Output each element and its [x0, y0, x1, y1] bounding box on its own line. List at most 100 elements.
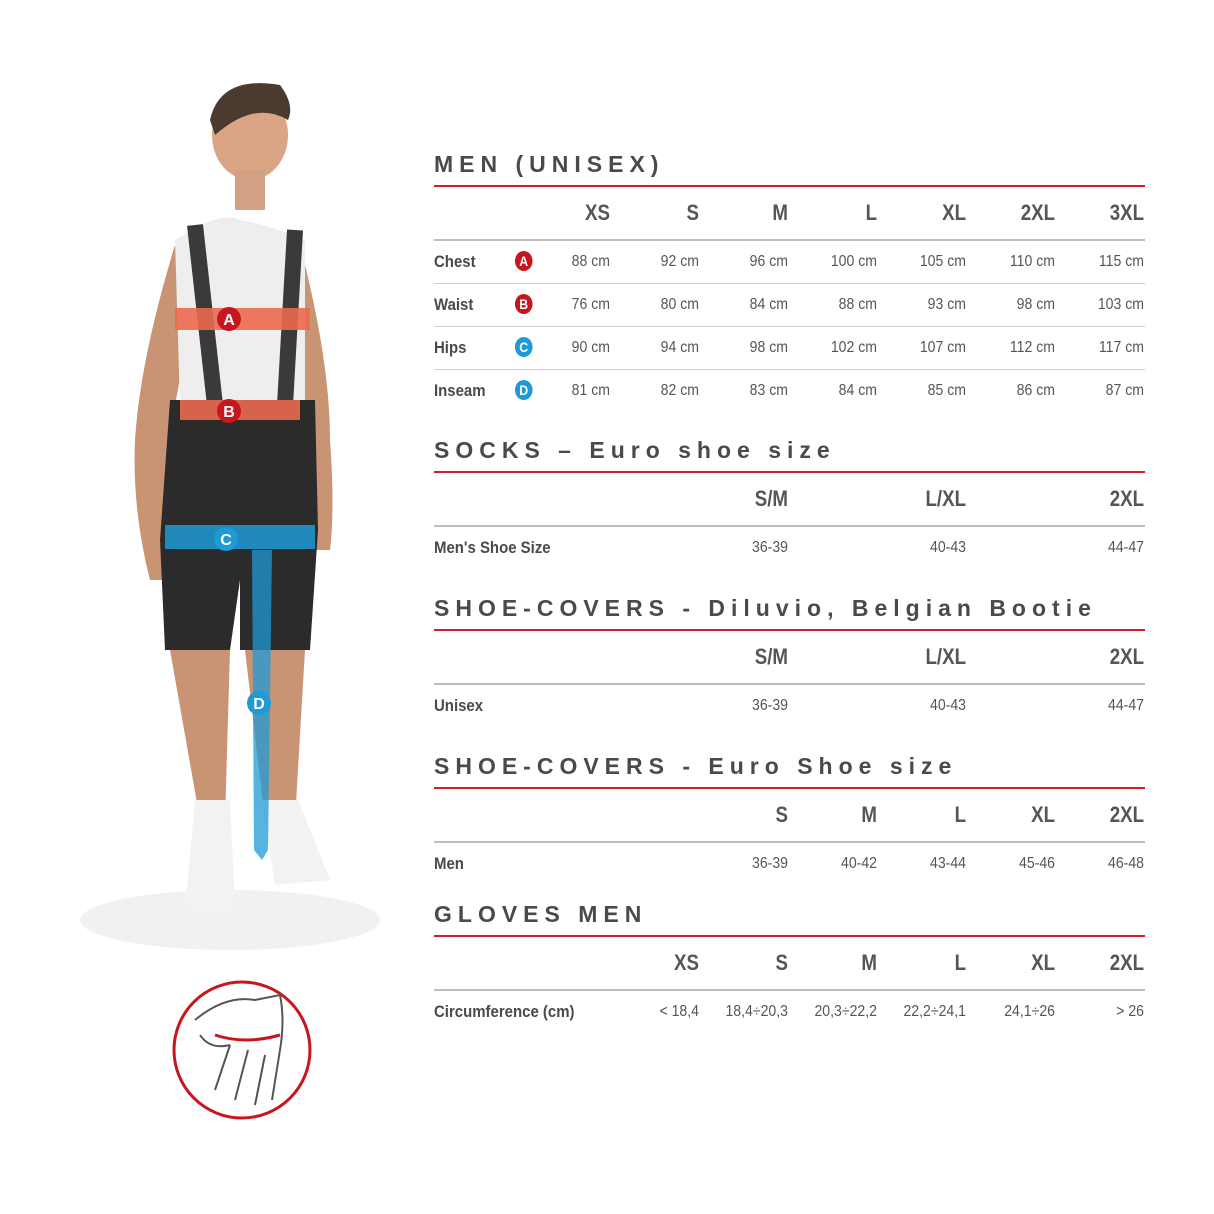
section-divider	[434, 185, 1145, 187]
cell: 107 cm	[919, 339, 966, 356]
table-row-chest: Chest A 88 cm 92 cm 96 cm 100 cm 105 cm 110 cm…	[434, 241, 1145, 284]
size-header: L	[954, 950, 966, 975]
marker-a: A	[223, 312, 235, 329]
cell: 87 cm	[1105, 382, 1144, 399]
size-header: S	[686, 200, 699, 225]
cell: 81 cm	[571, 382, 610, 399]
size-header: L/XL	[925, 486, 966, 511]
shoe-covers-euro-size-table: SHOE-COVERS - Euro Shoe size S M L XL 2X…	[434, 753, 1145, 885]
size-header: S	[775, 950, 788, 975]
cell: 94 cm	[660, 339, 699, 356]
cell: 76 cm	[571, 296, 610, 313]
size-header: S/M	[754, 486, 788, 511]
socks-size-table: SOCKS – Euro shoe size S/M L/XL 2XL Men'…	[434, 437, 1145, 569]
size-header: XS	[585, 200, 610, 225]
cell: 40-43	[929, 697, 966, 714]
section-divider	[434, 471, 1145, 473]
cell: 44-47	[1107, 697, 1144, 714]
cell: < 18,4	[659, 1003, 699, 1020]
size-header: 2XL	[1109, 486, 1144, 511]
size-header: XL	[1031, 950, 1055, 975]
cell: 88 cm	[838, 296, 877, 313]
marker-badge: A	[514, 251, 533, 271]
size-header: 2XL	[1109, 950, 1144, 975]
cell: > 26	[1116, 1003, 1144, 1020]
size-header: M	[861, 950, 877, 975]
section-divider	[434, 629, 1145, 631]
size-header-row: S/M L/XL 2XL	[434, 473, 1145, 527]
size-header: 2XL	[1109, 644, 1144, 669]
size-header-row: S/M L/XL 2XL	[434, 631, 1145, 685]
row-label: Waist B	[434, 294, 533, 315]
cell: 80 cm	[660, 296, 699, 313]
section-divider	[434, 935, 1145, 937]
table-row: Men's Shoe Size 36-39 40-43 44-47	[434, 527, 1145, 569]
cell: 102 cm	[830, 339, 877, 356]
cell: 98 cm	[749, 339, 788, 356]
marker-badge: C	[514, 337, 533, 357]
shoe-covers-size-table: SHOE-COVERS - Diluvio, Belgian Bootie S/…	[434, 595, 1145, 727]
marker-badge: B	[514, 294, 533, 314]
row-label: Inseam D	[434, 380, 533, 401]
row-label: Chest A	[434, 251, 533, 272]
size-header: L/XL	[925, 644, 966, 669]
cyclist-illustration: A B C D	[80, 83, 380, 1120]
size-header: XL	[942, 200, 966, 225]
cell: 45-46	[1018, 855, 1055, 872]
cell: 88 cm	[571, 253, 610, 270]
cell: 92 cm	[660, 253, 699, 270]
glove-measure-icon	[172, 980, 312, 1120]
table-row-hips: Hips C 90 cm 94 cm 98 cm 102 cm 107 cm 112 cm 1…	[434, 327, 1145, 370]
cell: 98 cm	[1016, 296, 1055, 313]
cell: 90 cm	[571, 339, 610, 356]
cell: 85 cm	[927, 382, 966, 399]
cell: 84 cm	[749, 296, 788, 313]
cell: 96 cm	[749, 253, 788, 270]
cell: 40-42	[840, 855, 877, 872]
cell: 93 cm	[927, 296, 966, 313]
size-header-row: XS S M L XL 2XL	[434, 937, 1145, 991]
marker-b: B	[223, 404, 235, 421]
size-header-row: XS S M L XL 2XL 3XL	[434, 187, 1145, 241]
cell: 20,3÷22,2	[814, 1003, 877, 1020]
cell: 18,4÷20,3	[725, 1003, 788, 1020]
size-header: XS	[674, 950, 699, 975]
cell: 100 cm	[830, 253, 877, 270]
table-row-waist: Waist B 76 cm 80 cm 84 cm 88 cm 93 cm 98 cm 103…	[434, 284, 1145, 327]
cell: 115 cm	[1098, 253, 1144, 270]
cell: 44-47	[1107, 539, 1144, 556]
section-title: SHOE-COVERS - Diluvio, Belgian Bootie	[434, 595, 1097, 621]
marker-badge: D	[514, 380, 533, 400]
cell: 36-39	[751, 539, 788, 556]
size-header: S/M	[754, 644, 788, 669]
cell: 40-43	[929, 539, 966, 556]
size-header: S	[775, 802, 788, 827]
row-label: Unisex	[434, 696, 484, 715]
table-row-inseam: Inseam D 81 cm 82 cm 83 cm 84 cm 85 cm 86 cm 87…	[434, 370, 1145, 412]
size-header-row: S M L XL 2XL	[434, 789, 1145, 843]
cell: 43-44	[929, 855, 966, 872]
size-header: 3XL	[1109, 200, 1144, 225]
cell: 84 cm	[838, 382, 877, 399]
size-header: XL	[1031, 802, 1055, 827]
table-row: Unisex 36-39 40-43 44-47	[434, 685, 1145, 727]
marker-d: D	[253, 696, 265, 713]
cell: 112 cm	[1009, 339, 1055, 356]
cell: 82 cm	[660, 382, 699, 399]
table-row: Men 36-39 40-42 43-44 45-46 46-48	[434, 843, 1145, 885]
cell: 46-48	[1107, 855, 1144, 872]
cell: 117 cm	[1098, 339, 1144, 356]
size-header: 2XL	[1109, 802, 1144, 827]
cell: 105 cm	[919, 253, 966, 270]
size-header: M	[772, 200, 788, 225]
section-title: GLOVES MEN	[434, 901, 648, 927]
row-label: Hips C	[434, 337, 533, 358]
men-size-table: MEN (UNISEX) XS S M L XL 2XL 3XL Chest A …	[434, 151, 1145, 412]
table-row: Circumference (cm) < 18,4 18,4÷20,3 20,3…	[434, 991, 1145, 1033]
size-header: L	[865, 200, 877, 225]
model-figure: A B C D	[40, 60, 420, 1140]
cell: 24,1÷26	[1004, 1003, 1055, 1020]
size-header: L	[954, 802, 966, 827]
cell: 110 cm	[1009, 253, 1055, 270]
row-label: Men	[434, 854, 464, 873]
